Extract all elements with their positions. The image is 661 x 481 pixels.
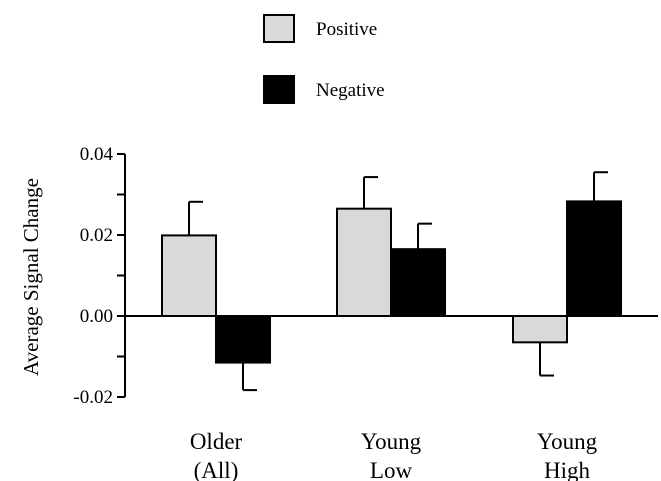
category-label: Older [190,429,243,454]
legend-label: Negative [316,80,385,101]
category-label: High [544,458,591,481]
bar [336,207,392,317]
bar [390,248,446,317]
bar-positive-2 [512,315,568,377]
bars [161,171,622,392]
y-tick-label: -0.02 [73,387,113,408]
y-tick-label: 0.00 [80,306,113,327]
y-axis-title: Average Signal Change [19,178,43,376]
bar-negative-1 [390,222,446,317]
legend: Positive Negative [263,14,385,104]
bar [566,200,622,317]
category-label: Young [537,429,598,454]
category-labels: Older (All) Young Low Young High [190,429,598,481]
legend-item-negative: Negative [263,75,385,104]
bar [512,315,568,344]
bar-negative-2 [566,171,622,317]
bar-positive-1 [336,176,392,317]
y-axis: 0.04 0.02 0.00 -0.02 [73,144,126,408]
bar-negative-0 [215,315,271,392]
legend-label: Positive [316,19,377,40]
y-tick-label: 0.02 [80,225,113,246]
bar [161,234,217,317]
y-tick-label: 0.04 [80,144,114,165]
bar-positive-0 [161,200,217,317]
legend-item-positive: Positive [263,14,377,43]
category-label: Low [370,458,413,481]
legend-swatch [263,75,295,104]
bar [215,315,271,364]
legend-swatch [263,14,295,43]
category-label: Young [361,429,422,454]
category-label: (All) [194,458,239,481]
